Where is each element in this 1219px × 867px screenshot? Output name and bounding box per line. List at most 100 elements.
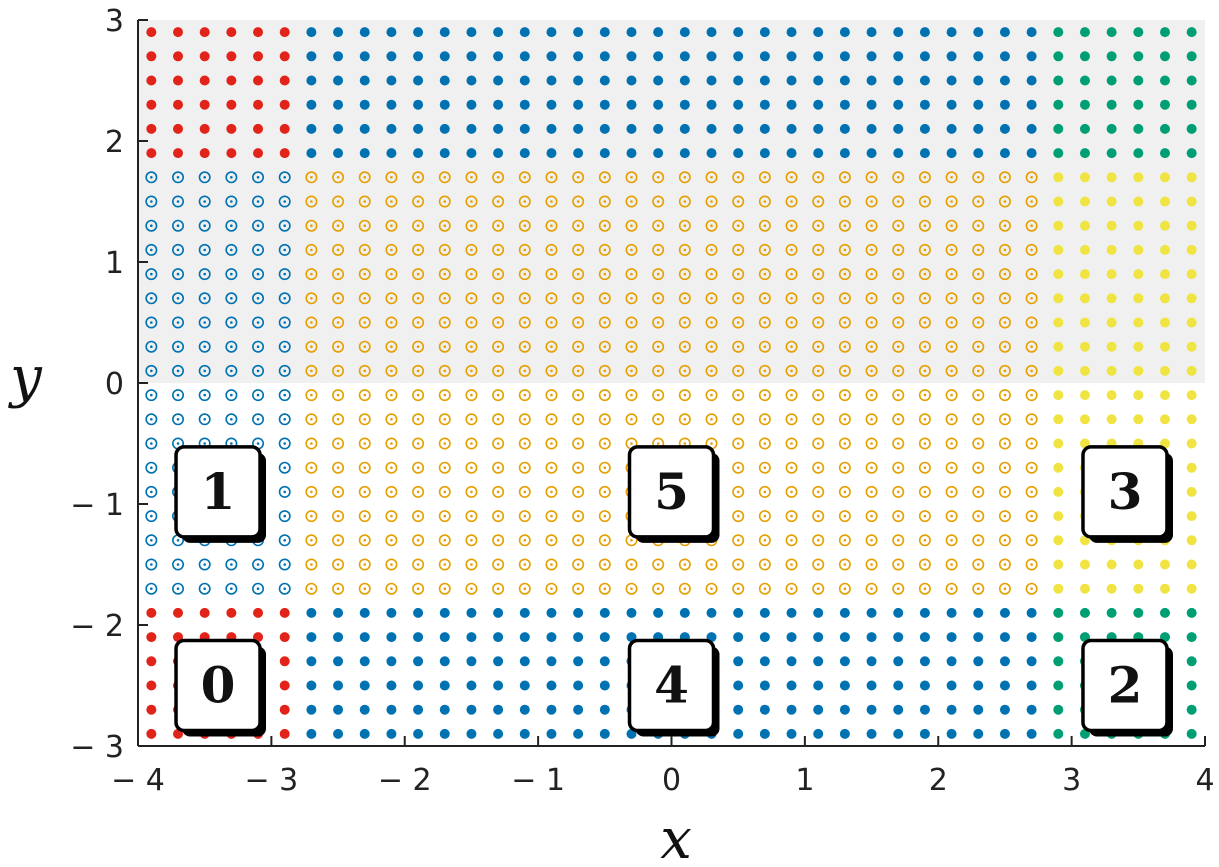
data-point-center: [603, 248, 607, 252]
data-point-center: [630, 272, 633, 276]
data-point-center: [870, 563, 873, 566]
data-point-class-4: [439, 607, 450, 618]
data-point-class-5: [438, 219, 451, 232]
data-point-ring: [1025, 485, 1038, 498]
data-point-center: [416, 563, 420, 566]
data-point-class-5: [758, 389, 771, 402]
data-point-center: [203, 587, 206, 590]
data-point-ring: [438, 437, 451, 450]
data-point-ring: [492, 582, 505, 595]
data-point-center: [176, 297, 180, 300]
data-point-center: [283, 539, 287, 542]
data-point-class-4: [573, 27, 584, 38]
data-point-class-5: [838, 195, 851, 208]
data-point-center: [736, 490, 740, 494]
data-point-class-5: [865, 510, 878, 523]
data-point-center: [283, 345, 287, 349]
data-point-center: [656, 200, 660, 203]
data-point-center: [816, 345, 820, 349]
data-point-class-4: [546, 75, 557, 86]
data-point-class-3: [1106, 583, 1117, 594]
data-point-class-4: [946, 728, 957, 739]
data-point-ring: [465, 364, 478, 377]
data-point-center: [363, 442, 367, 445]
data-point-ring: [598, 292, 611, 305]
data-point-center: [283, 176, 287, 179]
data-point-center: [576, 321, 580, 324]
data-point-center: [230, 563, 233, 566]
data-point-ring: [278, 534, 291, 547]
data-point-center: [363, 369, 367, 373]
data-point-center: [710, 418, 713, 421]
data-point-ring: [545, 195, 558, 208]
data-point-class-1: [172, 558, 185, 571]
data-point-ring: [412, 316, 425, 329]
data-point-ring: [652, 558, 665, 571]
data-point-ring: [838, 582, 851, 595]
data-point-class-4: [786, 75, 797, 86]
data-point-ring: [145, 268, 158, 281]
data-point-class-5: [465, 364, 478, 377]
data-point-class-5: [545, 389, 558, 402]
data-point-class-5: [892, 461, 905, 474]
data-point-center: [950, 369, 953, 373]
x-tick-label: 3: [1062, 763, 1081, 798]
data-point-center: [896, 539, 900, 542]
data-point-center: [576, 418, 580, 421]
data-point-center: [523, 272, 527, 276]
data-point-class-5: [332, 582, 345, 595]
data-point-class-5: [492, 534, 505, 547]
data-point-ring: [972, 316, 985, 329]
data-point-class-1: [278, 171, 291, 184]
data-point-class-3: [1079, 414, 1090, 425]
data-point-class-4: [759, 99, 770, 110]
data-point-center: [550, 442, 553, 445]
data-point-class-4: [973, 607, 984, 618]
data-point-class-1: [172, 364, 185, 377]
data-point-center: [390, 176, 393, 179]
data-point-center: [976, 176, 980, 179]
data-point-class-0: [279, 123, 290, 134]
data-point-ring: [785, 437, 798, 450]
data-point-class-5: [625, 389, 638, 402]
data-point-class-3: [1106, 196, 1117, 207]
data-point-class-4: [786, 680, 797, 691]
data-point-class-0: [146, 123, 157, 134]
data-point-class-5: [598, 292, 611, 305]
data-point-center: [603, 539, 607, 542]
data-point-ring: [518, 195, 531, 208]
data-point-class-4: [786, 607, 797, 618]
data-point-class-5: [492, 510, 505, 523]
data-point-ring: [465, 461, 478, 474]
data-point-class-5: [678, 219, 691, 232]
data-point-class-5: [705, 413, 718, 426]
data-point-center: [790, 321, 793, 324]
data-point-ring: [225, 413, 238, 426]
data-point-class-5: [465, 485, 478, 498]
data-point-ring: [518, 292, 531, 305]
data-point-ring: [172, 582, 185, 595]
data-point-class-5: [918, 268, 931, 281]
data-point-class-4: [866, 607, 877, 618]
data-point-center: [736, 418, 740, 421]
data-point-class-5: [385, 243, 398, 256]
data-point-class-5: [385, 195, 398, 208]
data-point-class-4: [759, 632, 770, 643]
data-point-ring: [732, 316, 745, 329]
data-point-class-4: [893, 656, 904, 667]
data-point-ring: [812, 195, 825, 208]
data-point-center: [416, 321, 420, 324]
data-point-center: [1030, 539, 1033, 542]
data-point-ring: [865, 219, 878, 232]
data-point-class-0: [146, 27, 157, 38]
data-point-class-3: [1106, 293, 1117, 304]
data-point-class-4: [439, 632, 450, 643]
data-point-class-3: [1186, 172, 1197, 183]
x-tick-label: − 3: [244, 763, 298, 798]
data-point-class-1: [252, 243, 265, 256]
data-point-ring: [145, 582, 158, 595]
data-point-ring: [785, 268, 798, 281]
data-point-class-5: [865, 582, 878, 595]
data-point-ring: [625, 243, 638, 256]
data-point-ring: [332, 268, 345, 281]
